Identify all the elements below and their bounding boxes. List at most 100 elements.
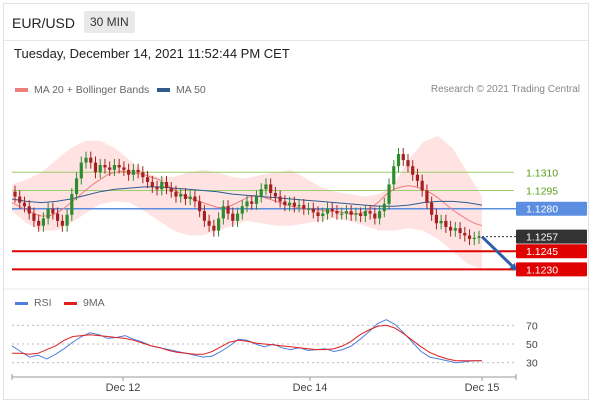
candle-body: [198, 201, 202, 212]
candle-body: [155, 186, 159, 190]
price-chart[interactable]: 1.1310 1.1295 1.1280 1.1257 1.1245 1.1230 70 50…: [4, 4, 588, 399]
candle-body: [415, 174, 420, 181]
candle-body: [387, 184, 391, 204]
candle-body: [363, 211, 367, 216]
rsi-swatch: [15, 301, 28, 305]
level-label: 1.1230: [526, 264, 558, 276]
candle-body: [235, 213, 240, 221]
ma20-swatch: [15, 88, 28, 92]
candle-body: [221, 206, 225, 219]
timeframe-button[interactable]: 30 MIN: [84, 11, 135, 33]
candle-body: [240, 206, 244, 214]
ma50-swatch: [157, 88, 170, 92]
candle-body: [150, 182, 154, 187]
credit-text: Research © 2021 Trading Central: [430, 84, 580, 95]
candle-body: [382, 203, 386, 212]
candle-body: [183, 194, 188, 199]
candle-body: [254, 196, 259, 204]
x-tick-label: Dec 14: [293, 382, 328, 394]
candle-body: [448, 226, 453, 231]
candle-body: [98, 165, 102, 173]
candle-body: [93, 162, 98, 173]
candle-body: [288, 202, 292, 206]
candle-body: [160, 182, 164, 190]
level-tag-1.1257: [516, 229, 587, 244]
candle-body: [117, 165, 121, 168]
rsi-tick-label: 30: [526, 358, 538, 370]
legend-label: 9MA: [83, 297, 105, 309]
candle-body: [226, 206, 230, 214]
rsi-line: [11, 319, 482, 364]
candle-body: [377, 211, 382, 219]
candle-body: [231, 213, 235, 221]
x-tick-label: Dec 15: [465, 382, 500, 394]
candle-body: [344, 211, 349, 214]
candle-body: [297, 205, 301, 207]
forecast-arrow-head: [509, 262, 518, 271]
candle-body: [193, 196, 197, 202]
candle-body: [74, 178, 79, 195]
candle-body: [27, 206, 31, 214]
candle-body: [131, 169, 135, 175]
candle-body: [13, 191, 17, 197]
candle-body: [103, 165, 107, 168]
candle-body: [179, 194, 183, 197]
candle-body: [112, 165, 117, 170]
candle-body: [373, 213, 377, 219]
rsi-tick-label: 50: [526, 339, 538, 351]
candle-body: [302, 205, 306, 209]
candle-body: [467, 235, 472, 240]
candle-body: [292, 202, 296, 207]
candle-body: [18, 196, 22, 203]
candle-body: [392, 166, 396, 185]
candle-body: [37, 220, 41, 226]
candle-body: [321, 213, 325, 216]
legend-9ma: 9MA: [64, 297, 105, 309]
candle-body: [325, 208, 330, 214]
candle-body: [70, 194, 74, 215]
level-tag-1.1245: [516, 244, 587, 259]
candle-body: [316, 212, 320, 216]
level-label: 1.1295: [526, 186, 558, 198]
level-label: 1.1310: [526, 167, 558, 179]
candle-body: [216, 218, 221, 231]
candle-body: [472, 237, 476, 240]
level-label: 1.1245: [526, 246, 558, 258]
forecast-arrow-shaft: [480, 235, 514, 267]
candle-body: [212, 225, 216, 231]
candle-body: [32, 213, 36, 221]
candle-body: [202, 211, 206, 221]
candle-body: [349, 211, 353, 215]
candle-body: [259, 189, 263, 197]
candle-body: [127, 169, 131, 175]
candle-body: [439, 220, 443, 224]
symbol-label: EUR/USD: [12, 15, 76, 31]
candle-body: [65, 214, 69, 226]
legend-label: MA 20 + Bollinger Bands: [34, 84, 150, 96]
candle-body: [207, 220, 211, 226]
candle-body: [188, 196, 192, 199]
level-label: 1.1280: [526, 204, 558, 216]
candle-body: [306, 208, 311, 210]
candle-body: [401, 154, 405, 161]
level-tag-1.1230: [516, 262, 587, 277]
x-tick-label: Dec 12: [106, 382, 141, 394]
candle-body: [283, 201, 287, 206]
candle-body: [335, 211, 339, 214]
candle-body: [453, 228, 457, 231]
candle-body: [477, 236, 481, 238]
candle-body: [56, 213, 60, 221]
candle-body: [463, 233, 467, 236]
legend-ma50: MA 50: [157, 84, 206, 96]
candle-body: [444, 220, 448, 227]
candle-body: [250, 201, 254, 204]
level-tag-1.1280: [516, 201, 587, 216]
candle-body: [22, 202, 27, 207]
candle-body: [46, 208, 50, 219]
candle-body: [330, 208, 334, 212]
candle-body: [264, 184, 268, 190]
candle-body: [269, 184, 273, 193]
candle-body: [354, 213, 358, 215]
candle-body: [41, 218, 46, 226]
candle-body: [340, 213, 344, 215]
